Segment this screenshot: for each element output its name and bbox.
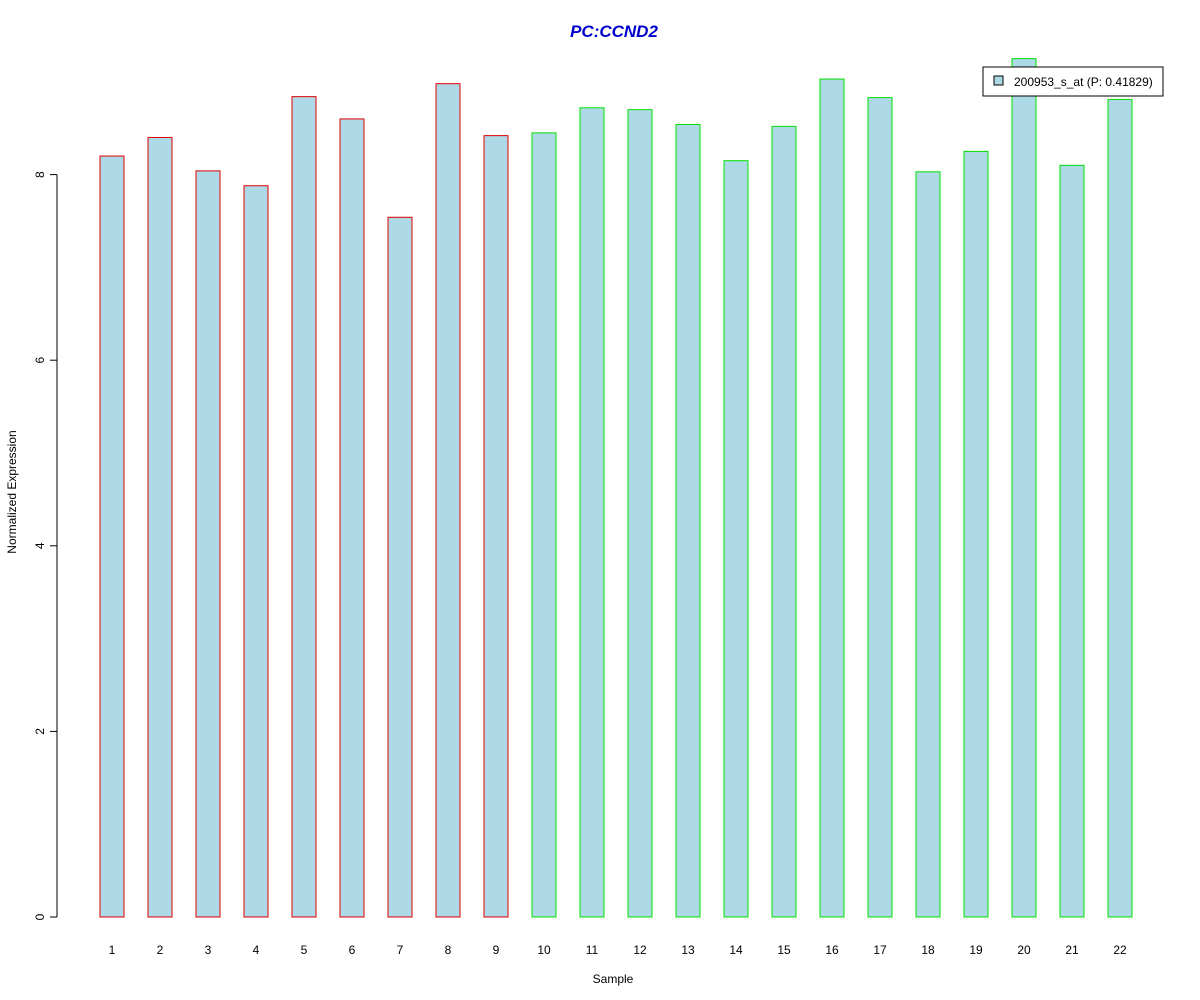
x-tick-label: 14 bbox=[729, 943, 743, 957]
x-tick-label: 9 bbox=[493, 943, 500, 957]
x-tick-label: 5 bbox=[301, 943, 308, 957]
bar-sample-12 bbox=[627, 109, 653, 918]
x-tick-label: 12 bbox=[633, 943, 647, 957]
y-tick-label: 0 bbox=[33, 913, 47, 920]
bar-sample-5 bbox=[291, 96, 317, 918]
bar-sample-21 bbox=[1059, 164, 1085, 918]
bar-sample-18 bbox=[915, 171, 941, 918]
bar-sample-19 bbox=[963, 150, 989, 918]
bar-sample-1 bbox=[99, 155, 125, 918]
x-tick-label: 20 bbox=[1017, 943, 1031, 957]
x-tick-label: 7 bbox=[397, 943, 404, 957]
x-tick-label: 3 bbox=[205, 943, 212, 957]
bar-sample-22 bbox=[1107, 98, 1133, 918]
x-tick-label: 6 bbox=[349, 943, 356, 957]
x-tick-label: 17 bbox=[873, 943, 887, 957]
bar-sample-2 bbox=[147, 136, 173, 918]
chart-title: PC:CCND2 bbox=[570, 22, 658, 41]
x-tick-label: 15 bbox=[777, 943, 791, 957]
bar-sample-6 bbox=[339, 118, 365, 918]
bar-sample-20 bbox=[1011, 58, 1037, 918]
x-tick-label: 18 bbox=[921, 943, 935, 957]
bar-sample-8 bbox=[435, 83, 461, 918]
x-tick-label: 16 bbox=[825, 943, 839, 957]
bar-sample-11 bbox=[579, 107, 605, 918]
x-tick-label: 21 bbox=[1065, 943, 1079, 957]
y-tick-label: 4 bbox=[33, 542, 47, 549]
bar-sample-10 bbox=[531, 132, 557, 918]
bar-sample-13 bbox=[675, 123, 701, 918]
x-tick-label: 8 bbox=[445, 943, 452, 957]
x-axis-label: Sample bbox=[593, 972, 634, 986]
y-tick-label: 6 bbox=[33, 357, 47, 364]
x-tick-label: 19 bbox=[969, 943, 983, 957]
x-tick-label: 11 bbox=[586, 943, 599, 957]
bar-sample-15 bbox=[771, 125, 797, 918]
bar-sample-7 bbox=[387, 216, 413, 918]
x-tick-label: 22 bbox=[1113, 943, 1127, 957]
bars bbox=[99, 58, 1133, 918]
x-tick-label: 1 bbox=[109, 943, 116, 957]
bar-sample-3 bbox=[195, 170, 221, 918]
y-axis: 0 2 4 6 8 bbox=[33, 171, 58, 920]
bar-sample-14 bbox=[723, 160, 749, 918]
y-axis-label: Normalized Expression bbox=[5, 430, 19, 553]
x-tick-label: 2 bbox=[157, 943, 164, 957]
legend-label: 200953_s_at (P: 0.41829) bbox=[1014, 75, 1153, 89]
y-tick-label: 8 bbox=[33, 171, 47, 178]
x-tick-label: 13 bbox=[681, 943, 695, 957]
legend: 200953_s_at (P: 0.41829) bbox=[982, 66, 1164, 97]
bar-sample-4 bbox=[243, 185, 269, 918]
x-tick-labels: 1 2 3 4 5 6 7 8 9 10 11 12 13 14 15 16 17 18 19 20 21 22 bbox=[109, 943, 1127, 957]
x-tick-label: 4 bbox=[253, 943, 260, 957]
bar-sample-9 bbox=[483, 135, 509, 918]
bar-sample-17 bbox=[867, 97, 893, 918]
bar-sample-16 bbox=[819, 78, 845, 918]
legend-box bbox=[982, 66, 1164, 97]
y-tick-label: 2 bbox=[33, 728, 47, 735]
x-tick-label: 10 bbox=[537, 943, 551, 957]
legend-swatch bbox=[993, 75, 1004, 86]
